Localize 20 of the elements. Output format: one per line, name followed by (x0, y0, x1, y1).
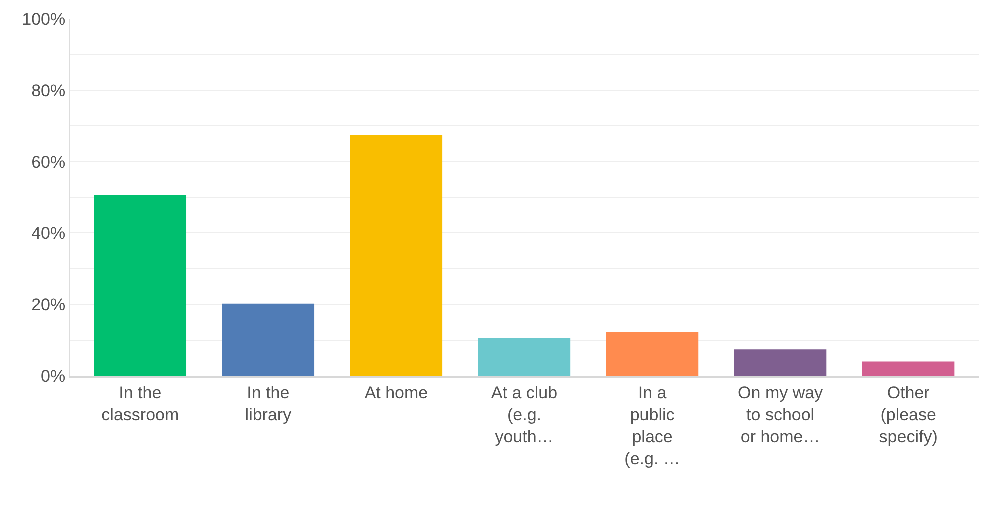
x-tick-label: In a public place (e.g. … (624, 383, 680, 469)
bar (606, 332, 699, 376)
y-tick-label: 20% (32, 296, 66, 315)
x-tick-label: In the classroom (102, 383, 180, 424)
x-tick-label: Other (please specify) (879, 383, 938, 447)
bar (350, 135, 443, 376)
y-tick-label: 0% (41, 366, 66, 386)
y-tick-label: 60% (32, 152, 66, 172)
bar (734, 350, 827, 376)
x-tick-label: At home (364, 383, 428, 402)
x-tick-label: In the library (245, 383, 292, 424)
bar (478, 338, 571, 376)
bar (862, 362, 955, 376)
y-tick-label: 100% (22, 10, 66, 29)
bar (94, 195, 187, 376)
bar (222, 304, 315, 376)
x-tick-label: At a club (e.g. youth… (491, 383, 558, 447)
y-tick-label: 80% (32, 81, 66, 100)
x-tick-label: On my way to school or home… (738, 383, 824, 447)
y-tick-label: 40% (32, 224, 66, 244)
